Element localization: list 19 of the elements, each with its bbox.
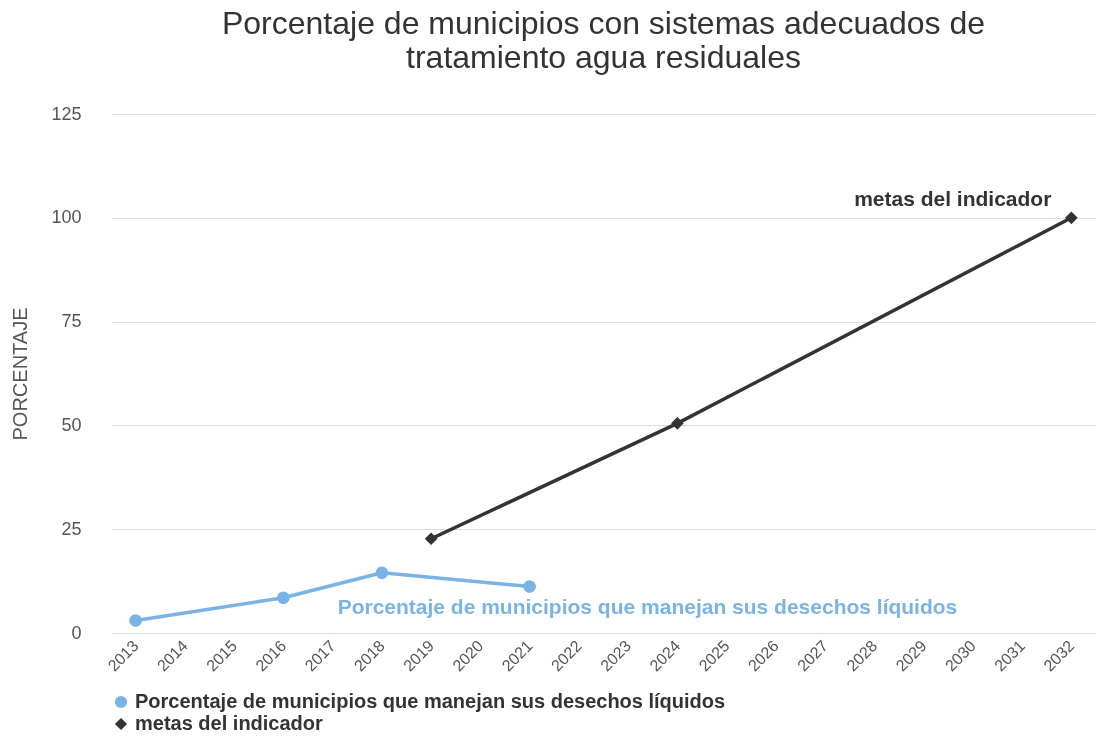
- y-tick-label: 0: [71, 622, 82, 643]
- point: [129, 614, 142, 627]
- y-tick-label: 25: [61, 518, 82, 539]
- text: metas del indicador: [854, 186, 1052, 210]
- point: [671, 417, 684, 430]
- point: [277, 591, 290, 605]
- text: Porcentaje de municipios con sistemas adecuados de: [221, 5, 986, 41]
- point: [523, 580, 536, 593]
- point: [424, 532, 438, 546]
- legend-label: Porcentaje de municipios que manejan sus desechos líquidos: [135, 690, 726, 712]
- point: [1065, 211, 1078, 225]
- y-axis-title: PORCENTAJE: [9, 307, 32, 441]
- legend-label: metas del indicador: [135, 712, 324, 734]
- text: Porcentaje de municipios que manejan sus desechos líquidos: [337, 595, 958, 619]
- y-tick-label: 75: [61, 311, 82, 332]
- point: [375, 566, 389, 580]
- y-tick-label: 125: [51, 103, 82, 124]
- y-tick-label: 50: [61, 414, 82, 435]
- y-tick-label: 100: [51, 207, 82, 228]
